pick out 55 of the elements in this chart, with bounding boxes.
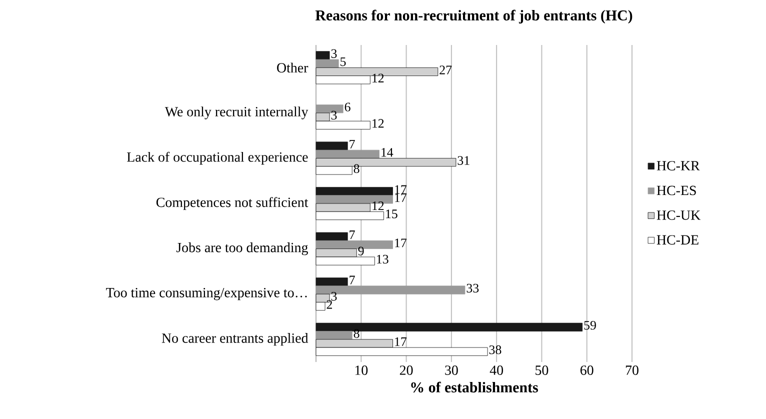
data-label: 33 <box>466 284 479 293</box>
x-tick-label: 60 <box>580 366 594 375</box>
legend-label: HC-UK <box>656 210 700 220</box>
legend-label: HC-ES <box>656 186 696 196</box>
y-tick-label: Competences not sufficient <box>156 197 308 210</box>
bar <box>316 187 393 196</box>
data-label: 7 <box>350 230 355 239</box>
bar <box>316 150 380 158</box>
data-label: 14 <box>382 148 394 157</box>
data-label: 12 <box>372 74 384 82</box>
x-axis-title: % of establishments <box>411 382 538 392</box>
data-label: 31 <box>458 156 470 165</box>
x-tick-label: 20 <box>400 366 413 375</box>
data-label: 17 <box>395 337 407 346</box>
chart-title: Reasons for non-recruitment of job entrants (HC) <box>315 10 632 24</box>
data-label: 38 <box>489 345 502 354</box>
bar <box>316 278 348 286</box>
x-tick-label: 40 <box>490 366 504 375</box>
data-label: 8 <box>354 329 360 338</box>
data-label: 7 <box>350 276 355 284</box>
data-label: 3 <box>331 292 337 301</box>
x-tick-label: 50 <box>536 366 548 375</box>
x-tick-label: 30 <box>445 366 458 375</box>
legend-label: HC-DE <box>656 235 698 245</box>
bar <box>316 142 348 150</box>
y-tick-label: We only recruit internally <box>164 106 308 120</box>
legend-label: HC-KR <box>656 161 700 170</box>
y-tick-label: No career entrants applied <box>162 333 308 346</box>
data-label: 15 <box>386 210 398 218</box>
bar <box>316 59 339 68</box>
data-label: 59 <box>584 320 596 330</box>
data-label: 12 <box>372 119 384 128</box>
y-tick-label: Lack of occupational experience <box>127 152 308 165</box>
bar <box>316 232 348 241</box>
bar <box>316 51 330 60</box>
x-tick-label: 10 <box>355 366 368 375</box>
data-label: 17 <box>395 185 407 194</box>
data-label: 2 <box>326 300 332 309</box>
data-label: 17 <box>395 238 407 248</box>
y-tick-label: Other <box>277 62 308 73</box>
data-label: 17 <box>395 193 407 202</box>
y-tick-label: Jobs are too demanding <box>176 242 308 256</box>
data-label: 3 <box>331 49 337 58</box>
data-label: 9 <box>358 246 364 256</box>
data-label: 6 <box>344 102 350 112</box>
y-tick-label: Too time consuming/expensive to… <box>106 288 307 300</box>
data-label: 27 <box>440 66 452 74</box>
data-label: 5 <box>340 57 346 66</box>
data-label: 13 <box>377 254 388 264</box>
data-label: 12 <box>372 201 384 210</box>
bar <box>316 331 352 340</box>
data-label: 7 <box>350 140 355 148</box>
data-label: 8 <box>354 164 360 174</box>
data-label: 3 <box>331 110 337 120</box>
x-tick-label: 70 <box>626 366 638 375</box>
